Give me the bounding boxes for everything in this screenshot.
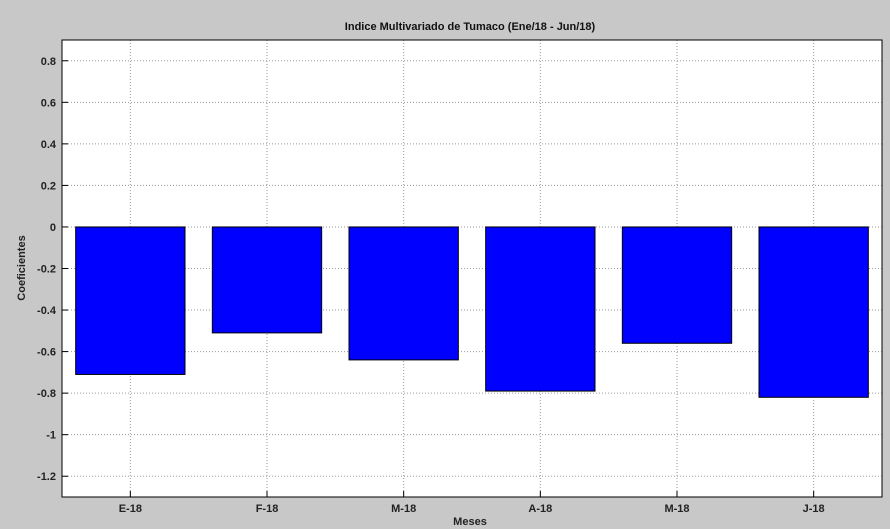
y-tick-label: -1.2 [37,471,56,483]
y-tick-label: 0.8 [41,56,56,68]
y-tick-label: 0.2 [41,180,56,192]
y-axis-ticks: 0.8 0.6 0.4 0.2 0 -0.2 -0.4 -0.6 -0.8 -1 -1.2 [37,56,68,483]
bar-5 [621,226,733,344]
bars [75,226,869,398]
x-tick-label: F-18 [256,503,279,515]
y-tick-label: 0.6 [41,97,56,109]
x-tick-label: E-18 [119,503,142,515]
y-tick-label: 0.4 [41,139,57,151]
plot-area [62,40,882,497]
bar-1 [75,226,186,375]
y-axis-label: Coeficientes [16,235,28,300]
y-tick-label: -0.8 [37,388,56,400]
x-tick-label: M-18 [391,503,416,515]
y-tick-label: -1 [46,430,56,442]
x-axis-label: Meses [453,516,487,528]
x-tick-label: M-18 [664,503,689,515]
bar-3 [348,226,459,361]
bar-2 [211,226,323,334]
x-tick-label: A-18 [528,503,552,515]
y-tick-label: -0.4 [37,305,57,317]
x-tick-label: J-18 [803,503,825,515]
x-axis-ticks: E-18 F-18 M-18 A-18 M-18 J-18 [119,491,825,515]
y-tick-label: -0.2 [37,264,56,276]
chart-title: Indice Multivariado de Tumaco (Ene/18 - … [345,21,596,33]
y-tick-label: -0.6 [37,347,56,359]
y-tick-label: 0 [50,222,56,234]
bar-4 [485,226,596,392]
bar-6 [758,226,869,398]
